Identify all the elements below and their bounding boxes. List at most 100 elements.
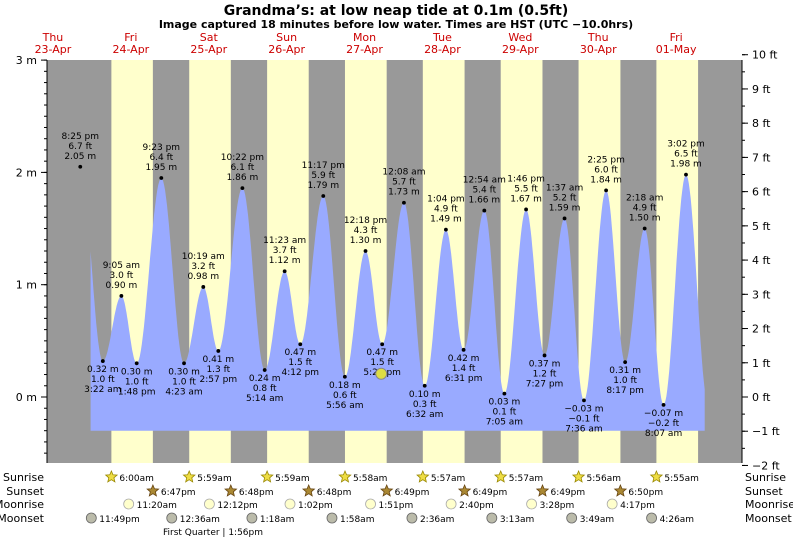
tide-label: 3:02 pm bbox=[667, 140, 705, 150]
tide-label: 10:22 pm bbox=[221, 153, 264, 163]
left-tick-label: 0 m bbox=[16, 391, 37, 404]
chart-subtitle: Image captured 18 minutes before low wat… bbox=[159, 18, 633, 31]
sunrise-icon bbox=[416, 469, 430, 483]
sunrise-time: 5:59am bbox=[275, 474, 310, 484]
tide-label: 3.0 ft bbox=[110, 271, 134, 281]
tide-label: 10:19 am bbox=[182, 252, 225, 262]
moonset-icon bbox=[85, 512, 97, 524]
right-tick-label: 2 ft bbox=[752, 323, 771, 336]
sunset-time: 6:47pm bbox=[161, 488, 196, 498]
tide-label: 4:12 pm bbox=[282, 368, 320, 378]
tide-label: 6.5 ft bbox=[674, 150, 698, 160]
right-tick-label: 6 ft bbox=[752, 186, 771, 199]
right-tick-label: 3 ft bbox=[752, 288, 771, 301]
tide-label: 1.0 ft bbox=[172, 377, 196, 387]
high-tide-point bbox=[562, 216, 567, 221]
tide-label: 0.47 m bbox=[366, 348, 398, 358]
day-name: Thu bbox=[587, 31, 609, 44]
day-labels: Thu23-AprFri24-AprSat25-AprSun26-AprMon2… bbox=[35, 31, 697, 56]
tide-label: 1.5 ft bbox=[288, 358, 312, 368]
high-tide-point bbox=[684, 172, 688, 177]
tide-label: 6.1 ft bbox=[231, 163, 255, 173]
tide-label: 0.47 m bbox=[284, 348, 316, 358]
sunset-icon bbox=[224, 483, 238, 497]
tide-label: 0.03 m bbox=[489, 398, 521, 408]
tide-label: 5:14 am bbox=[246, 394, 283, 404]
moonset-icon bbox=[646, 512, 657, 524]
right-tick-label: 5 ft bbox=[752, 220, 771, 233]
sunset-time: 6:49pm bbox=[473, 488, 508, 498]
day-name: Fri bbox=[670, 31, 683, 44]
tide-water bbox=[90, 174, 705, 431]
low-tide-point bbox=[542, 353, 547, 358]
moonset-time: 12:36am bbox=[180, 515, 220, 525]
sunrise-time: 5:57am bbox=[431, 474, 466, 484]
day-date: 26-Apr bbox=[268, 43, 305, 56]
low-tide-point bbox=[134, 361, 139, 366]
tide-label: 4:23 am bbox=[165, 387, 202, 397]
day-name: Wed bbox=[508, 31, 532, 44]
tide-label: 6:31 pm bbox=[445, 374, 483, 384]
row-label-left: Sunrise bbox=[3, 471, 44, 484]
moonset-icon bbox=[486, 512, 498, 524]
sunset-time: 6:49pm bbox=[550, 488, 585, 498]
tide-label: 11:23 am bbox=[263, 236, 306, 246]
moonrise-time: 11:20am bbox=[137, 501, 177, 511]
high-tide-point bbox=[201, 285, 206, 289]
low-tide-point bbox=[298, 342, 303, 347]
moonset-icon bbox=[166, 512, 178, 524]
tide-label: 3.7 ft bbox=[273, 246, 297, 256]
tide-label: 7:36 am bbox=[565, 424, 602, 434]
low-tide-point bbox=[623, 360, 628, 365]
moonrise-icon bbox=[606, 498, 618, 510]
sunrise-icon bbox=[571, 469, 586, 483]
chart-title: Grandma’s: at low neap tide at 0.1m (0.5… bbox=[224, 3, 569, 19]
row-label-right: Sunrise bbox=[745, 471, 786, 484]
low-tide-point bbox=[461, 347, 466, 352]
tide-label: 1.98 m bbox=[670, 160, 702, 170]
tide-label: 0.41 m bbox=[202, 355, 234, 365]
left-tick-label: 2 m bbox=[16, 166, 37, 179]
moonset-time: 1:58am bbox=[340, 515, 375, 525]
low-tide-point bbox=[661, 402, 666, 407]
tide-label: 2:57 pm bbox=[200, 375, 238, 385]
moonset-time: 3:49am bbox=[580, 515, 615, 525]
low-tide-point bbox=[262, 368, 267, 372]
right-tick-label: 0 ft bbox=[752, 391, 771, 404]
tide-label: 1.67 m bbox=[510, 194, 542, 204]
left-tick-label: 1 m bbox=[16, 279, 37, 292]
tide-label: 1.84 m bbox=[590, 175, 622, 185]
sunset-icon bbox=[301, 483, 316, 497]
tide-label: 0.42 m bbox=[448, 354, 480, 364]
tide-label: −0.1 ft bbox=[568, 414, 600, 424]
right-tick-label: −2 ft bbox=[752, 459, 780, 472]
tide-label: 1.2 ft bbox=[533, 369, 557, 379]
tide-label: 1.86 m bbox=[227, 173, 259, 183]
tide-label: 0.90 m bbox=[106, 281, 138, 291]
right-tick-label: 4 ft bbox=[752, 254, 771, 267]
tide-label: 0.10 m bbox=[409, 390, 441, 400]
low-tide-point bbox=[582, 398, 586, 403]
tide-label: 9:05 am bbox=[103, 261, 140, 271]
moonset-icon bbox=[326, 512, 338, 524]
tide-label: 0.30 m bbox=[121, 367, 153, 377]
row-label-right: Moonset bbox=[745, 512, 792, 525]
right-tick-label: 7 ft bbox=[752, 151, 771, 164]
tide-label: 0.32 m bbox=[87, 365, 119, 375]
tide-label: 1.3 ft bbox=[206, 365, 230, 375]
tide-label: 8:17 pm bbox=[606, 386, 644, 396]
tide-label: 0.8 ft bbox=[253, 384, 277, 394]
day-date: 01-May bbox=[656, 43, 697, 56]
tide-label: 1.49 m bbox=[430, 215, 462, 225]
tide-label: 0.31 m bbox=[609, 366, 641, 376]
tide-label: 5:56 am bbox=[326, 401, 363, 411]
tide-label: 1.12 m bbox=[269, 256, 301, 266]
moonset-time: 3:13am bbox=[500, 515, 535, 525]
high-tide-point bbox=[642, 226, 647, 231]
tide-label: 1:48 pm bbox=[118, 387, 156, 397]
high-tide-point bbox=[363, 249, 368, 253]
moonrise-icon bbox=[123, 498, 135, 510]
high-tide-point bbox=[119, 294, 124, 298]
moonrise-icon bbox=[526, 498, 538, 510]
tide-label: 0.98 m bbox=[187, 272, 219, 282]
